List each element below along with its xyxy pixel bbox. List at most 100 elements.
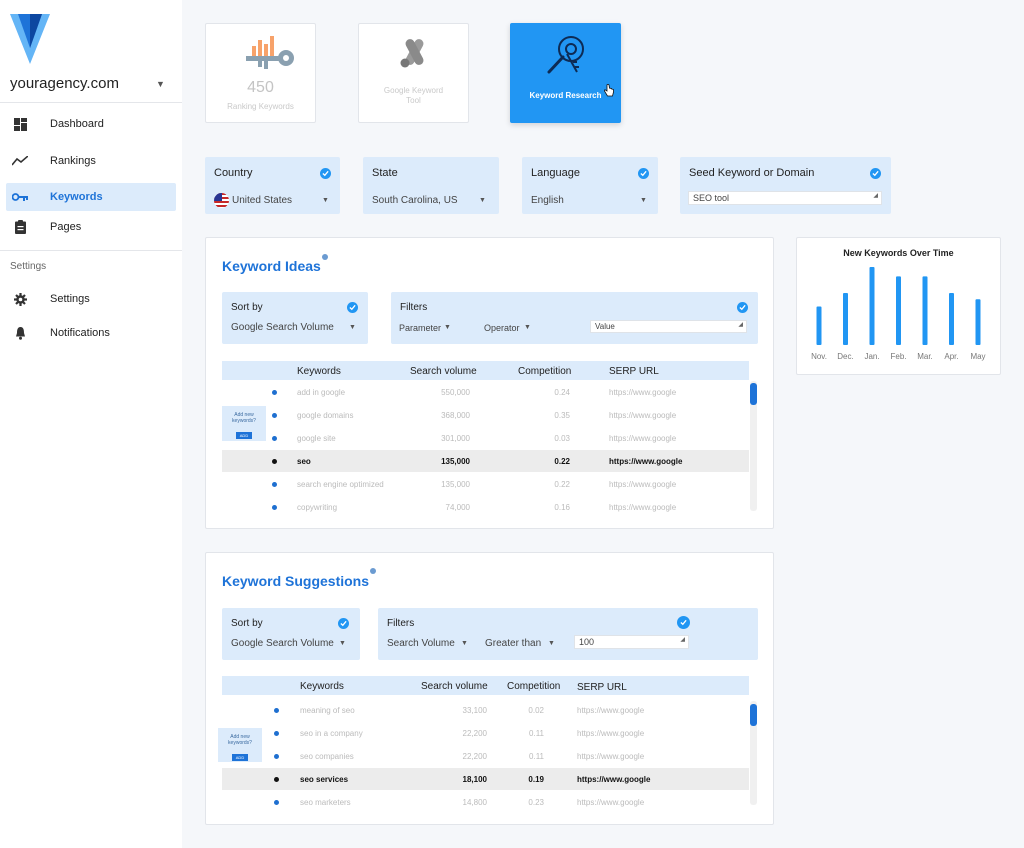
sidebar-item-label: Rankings xyxy=(50,155,96,167)
add-keywords-button[interactable]: ADD xyxy=(231,754,249,761)
suggestions-scrollbar[interactable] xyxy=(750,701,757,805)
serp-url-cell[interactable]: https://www.google xyxy=(577,798,645,807)
suggestions-table-header: Keywords Search volume Competition SERP … xyxy=(222,676,749,695)
ideas-operator-select[interactable]: Operator xyxy=(484,323,520,333)
keyword-cell: seo in a company xyxy=(300,729,363,738)
table-row[interactable]: search engine optimized 135,000 0.22 https:… xyxy=(222,473,749,495)
agency-name[interactable]: youragency.com xyxy=(10,75,119,92)
resize-handle-icon: ◢ xyxy=(738,322,743,328)
scrollbar-thumb[interactable] xyxy=(750,704,757,726)
col-search-volume[interactable]: Search volume xyxy=(421,681,488,692)
keyword-chart-icon xyxy=(246,36,294,69)
serp-url-cell[interactable]: https://www.google xyxy=(577,706,645,715)
chevron-down-icon: ▼ xyxy=(339,640,346,647)
competition-cell: 0.11 xyxy=(529,752,544,761)
suggestions-filters-box[interactable]: Filters Search Volume ▼ Greater than ▼ 1… xyxy=(378,608,758,660)
logo-icon xyxy=(10,14,50,64)
table-row[interactable]: seo in a company 22,200 0.11 https://www.go… xyxy=(222,722,749,744)
sidebar-item-notifications[interactable]: Notifications xyxy=(6,319,176,347)
chart-tick-label: Dec. xyxy=(837,352,853,361)
seed-keyword-field[interactable]: Seed Keyword or Domain SEO tool ◢ xyxy=(680,157,891,214)
settings-section-header: Settings xyxy=(10,261,47,272)
bell-icon xyxy=(12,325,28,341)
volume-cell: 22,200 xyxy=(462,752,487,761)
table-row[interactable]: copywriting 74,000 0.16 https://www.google xyxy=(222,496,749,518)
table-row[interactable]: google site 301,000 0.03 https://www.google xyxy=(222,427,749,449)
suggestions-operator-select[interactable]: Greater than xyxy=(485,638,542,649)
ideas-sort-value: Google Search Volume xyxy=(231,322,334,333)
col-serp-url[interactable]: SERP URL xyxy=(577,682,627,693)
keyword-cell: copywriting xyxy=(297,503,338,512)
table-row[interactable]: seo companies 22,200 0.11 https://www.googl… xyxy=(222,745,749,767)
chevron-down-icon: ▼ xyxy=(524,324,531,331)
ideas-scrollbar[interactable] xyxy=(750,381,757,511)
serp-url-cell[interactable]: https://www.google xyxy=(609,503,677,512)
state-select[interactable]: State South Carolina, US ▼ xyxy=(363,157,499,214)
serp-url-cell[interactable]: https://www.google xyxy=(609,434,677,443)
check-icon xyxy=(737,302,748,313)
check-icon xyxy=(870,168,881,179)
chevron-down-icon: ▼ xyxy=(322,197,329,204)
table-row[interactable]: seo marketers 14,800 0.23 https://www.googl… xyxy=(222,791,749,813)
col-serp-url[interactable]: SERP URL xyxy=(609,366,659,377)
col-competition[interactable]: Competition xyxy=(518,366,572,377)
serp-url-cell[interactable]: https://www.google xyxy=(609,480,677,489)
scrollbar-thumb[interactable] xyxy=(750,383,757,405)
suggestions-parameter-select[interactable]: Search Volume xyxy=(387,638,455,649)
google-keyword-tool-card[interactable]: Google Keyword Tool xyxy=(358,23,469,123)
table-row[interactable]: seo services 18,100 0.19 https://www.google xyxy=(222,768,749,790)
keyword-suggestions-panel: Keyword Suggestions Sort by Google Searc… xyxy=(205,552,774,825)
ranking-keywords-card[interactable]: 450 Ranking Keywords xyxy=(205,23,316,123)
serp-url-cell[interactable]: https://www.google xyxy=(609,411,677,420)
col-search-volume[interactable]: Search volume xyxy=(410,366,477,377)
seed-input[interactable]: SEO tool ◢ xyxy=(688,191,882,205)
keyword-cell: seo xyxy=(297,457,311,466)
competition-cell: 0.22 xyxy=(554,480,570,489)
sidebar-item-pages[interactable]: Pages xyxy=(6,213,176,241)
col-competition[interactable]: Competition xyxy=(507,681,561,692)
divider xyxy=(0,250,182,251)
table-row[interactable]: seo 135,000 0.22 https://www.google xyxy=(222,450,749,472)
ideas-sort-box[interactable]: Sort by Google Search Volume ▼ xyxy=(222,292,368,344)
table-row[interactable]: add in google 550,000 0.24 https://www.goog… xyxy=(222,381,749,403)
keyword-cell: seo companies xyxy=(300,752,354,761)
suggestions-sort-box[interactable]: Sort by Google Search Volume ▼ xyxy=(222,608,360,660)
table-row[interactable]: meaning of seo 33,100 0.02 https://www.goog… xyxy=(222,699,749,721)
keyword-research-card[interactable]: Keyword Research xyxy=(510,23,621,123)
competition-cell: 0.03 xyxy=(554,434,570,443)
serp-url-cell[interactable]: https://www.google xyxy=(609,388,677,397)
state-title: State xyxy=(372,167,398,179)
chevron-down-icon[interactable]: ▼ xyxy=(156,79,165,89)
info-icon[interactable] xyxy=(370,568,376,574)
col-keywords[interactable]: Keywords xyxy=(297,366,341,377)
sidebar-item-settings[interactable]: Settings xyxy=(6,285,176,313)
volume-cell: 74,000 xyxy=(445,503,470,512)
ideas-filters-box[interactable]: Filters Parameter ▼ Operator ▼ Value ◢ xyxy=(391,292,758,344)
serp-url-cell[interactable]: https://www.google xyxy=(609,457,683,466)
add-keywords-text: Add new keywords? xyxy=(232,412,256,424)
info-icon[interactable] xyxy=(322,254,328,260)
keyword-research-label: Keyword Research xyxy=(529,91,602,100)
country-select[interactable]: Country United States ▼ xyxy=(205,157,340,214)
add-keywords-button[interactable]: ADD xyxy=(235,432,253,439)
chart-bar xyxy=(949,293,954,345)
sidebar-item-rankings[interactable]: Rankings xyxy=(6,147,176,175)
chart-tick-label: Jan. xyxy=(864,352,879,361)
serp-url-cell[interactable]: https://www.google xyxy=(577,729,645,738)
check-icon xyxy=(677,616,690,629)
sidebar-item-dashboard[interactable]: Dashboard xyxy=(6,110,176,138)
table-row[interactable]: google domains 368,000 0.35 https://www.goo… xyxy=(222,404,749,426)
row-bullet xyxy=(272,482,277,487)
sidebar-item-keywords[interactable]: Keywords xyxy=(6,183,176,211)
ideas-value-input[interactable]: Value ◢ xyxy=(590,320,747,333)
ideas-parameter-select[interactable]: Parameter xyxy=(399,323,442,333)
suggestions-value-input[interactable]: 100 ◢ xyxy=(574,635,689,649)
keyword-cell: add in google xyxy=(297,388,346,397)
serp-url-cell[interactable]: https://www.google xyxy=(577,775,651,784)
keyword-cell: google domains xyxy=(297,411,354,420)
col-keywords[interactable]: Keywords xyxy=(300,681,344,692)
keyword-ideas-title: Keyword Ideas xyxy=(222,258,321,274)
language-select[interactable]: Language English ▼ xyxy=(522,157,658,214)
dashboard-icon xyxy=(12,116,28,132)
serp-url-cell[interactable]: https://www.google xyxy=(577,752,645,761)
